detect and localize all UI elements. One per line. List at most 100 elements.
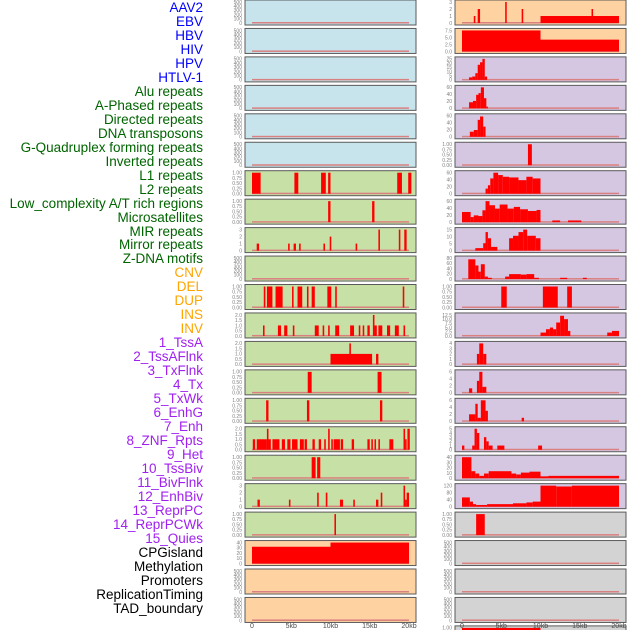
- left-bar: [262, 325, 265, 336]
- right-ytick-label: 4: [449, 377, 452, 383]
- right-ytick-label: 0: [449, 618, 452, 624]
- left-bar: [292, 286, 294, 308]
- left-ytick-label: 0.50: [232, 181, 242, 187]
- right-bar: [469, 414, 476, 422]
- left-bar: [402, 286, 405, 308]
- left-ytick-label: 500: [234, 0, 243, 6]
- left-ytick-label: 1.00: [232, 370, 242, 376]
- right-bar: [478, 93, 481, 109]
- left-ytick-label: 2.0: [235, 427, 242, 433]
- left-ytick-label: 1: [239, 497, 242, 503]
- right-bar: [462, 627, 541, 630]
- right-bar: [485, 232, 488, 251]
- left-bar: [294, 172, 299, 194]
- left-ytick-label: 40: [236, 540, 242, 546]
- left-ytick-label: 0.25: [232, 414, 242, 420]
- left-ytick-label: 200: [234, 155, 243, 161]
- right-bar: [540, 39, 619, 52]
- left-ytick-label: 0.25: [232, 528, 242, 534]
- left-bar: [405, 499, 407, 507]
- right-bar: [469, 131, 474, 137]
- left-ytick-label: 100: [234, 586, 243, 592]
- right-ytick-label: 10.0: [442, 317, 452, 323]
- right-bar: [483, 126, 486, 137]
- left-ytick-label: 0.75: [232, 204, 242, 210]
- left-bar: [317, 492, 319, 507]
- right-baseline: [462, 78, 619, 81]
- right-bar: [529, 471, 541, 479]
- right-bar: [534, 277, 539, 280]
- right-ytick-label: 20: [446, 61, 452, 67]
- right-bar: [472, 76, 476, 80]
- left-ytick-label: 0.00: [232, 391, 242, 397]
- right-ytick-label: 0.00: [442, 163, 452, 169]
- right-xtick-label: 10kb: [533, 623, 548, 630]
- left-ytick-label: 200: [234, 610, 243, 616]
- right-baseline: [462, 562, 619, 565]
- right-ytick-label: 1.00: [442, 512, 452, 518]
- left-ytick-label: 0.75: [232, 375, 242, 381]
- left-ytick-label: 500: [234, 28, 243, 34]
- left-ytick-label: 0.50: [232, 466, 242, 472]
- right-ytick-label: 6: [449, 370, 452, 376]
- left-bar: [266, 400, 269, 422]
- right-bar: [556, 486, 572, 507]
- right-ytick-label: 0: [449, 448, 452, 454]
- track-label: MIR repeats: [129, 223, 203, 239]
- right-ytick-label: 0: [449, 192, 452, 198]
- right-bar: [538, 445, 543, 450]
- right-bar: [564, 319, 568, 336]
- right-bar: [485, 201, 490, 223]
- right-ytick-label: 300: [444, 549, 453, 555]
- left-panel-bg: [244, 369, 417, 396]
- right-bar: [469, 501, 473, 507]
- right-ytick-label: 20: [446, 99, 452, 105]
- left-bar: [397, 172, 402, 194]
- left-bar: [256, 439, 267, 450]
- right-bar: [477, 119, 481, 137]
- right-ytick-label: 0: [449, 561, 452, 567]
- track-label: Directed repeats: [103, 111, 203, 127]
- left-bar: [330, 542, 409, 564]
- track-label: HTLV-1: [158, 69, 203, 85]
- left-ytick-label: 100: [234, 74, 243, 80]
- left-bar: [292, 439, 298, 450]
- right-ytick-label: 60: [446, 261, 452, 267]
- left-bar: [376, 499, 379, 507]
- left-bar: [350, 325, 355, 336]
- left-ytick-label: 300: [234, 94, 243, 100]
- right-bar: [611, 330, 619, 336]
- right-bar: [509, 238, 514, 251]
- right-panel-bg: [454, 568, 627, 595]
- left-ytick-label: 300: [234, 150, 243, 156]
- left-bar: [328, 428, 330, 450]
- left-ytick-label: 0.25: [232, 215, 242, 221]
- left-ytick-label: 200: [234, 268, 243, 274]
- left-bar: [328, 325, 330, 336]
- left-bar: [351, 439, 355, 450]
- left-bar: [299, 243, 301, 251]
- left-baseline: [252, 477, 409, 479]
- left-ytick-label: 3: [239, 483, 242, 489]
- right-bar: [509, 274, 521, 280]
- right-ytick-label: 400: [444, 573, 453, 579]
- right-bar: [487, 185, 491, 194]
- right-ytick-label: 40: [446, 121, 452, 127]
- right-bar: [567, 220, 582, 223]
- right-bar: [567, 330, 571, 336]
- left-panel-bg: [244, 255, 417, 282]
- right-ytick-label: 60: [446, 85, 452, 91]
- right-ytick-label: 100: [444, 586, 453, 592]
- track-label: HBV: [175, 27, 203, 43]
- left-ytick-label: 400: [234, 4, 243, 10]
- right-ytick-label: 20: [446, 213, 452, 219]
- left-bar: [389, 439, 394, 450]
- right-panel-bg: [454, 540, 627, 567]
- left-ytick-label: 1.00: [232, 512, 242, 518]
- left-bar: [297, 286, 303, 308]
- right-bar: [509, 177, 519, 194]
- right-bar: [532, 178, 541, 194]
- left-ytick-label: 0.25: [232, 300, 242, 306]
- track-label: Promoters: [140, 572, 203, 588]
- right-ytick-label: 20: [446, 128, 452, 134]
